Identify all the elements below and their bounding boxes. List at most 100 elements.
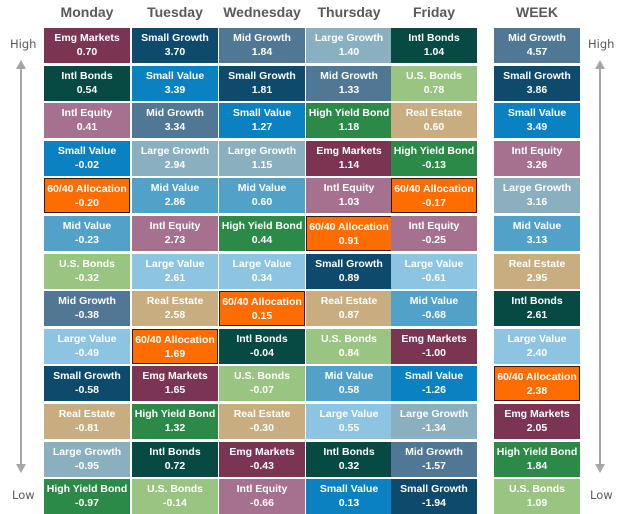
asset-class-name: Mid Growth [508,32,566,44]
asset-cell: Intl Bonds 0.54 [44,66,130,101]
asset-class-name: Mid Growth [233,32,291,44]
asset-class-name: Small Value [404,370,464,382]
return-value: 2.05 [526,422,548,434]
asset-class-name: Intl Bonds [511,295,563,307]
asset-class-name: Large Value [232,258,292,270]
return-value: 1.27 [251,121,273,133]
return-value: 1.84 [251,46,273,58]
return-value: 2.38 [526,385,548,397]
asset-class-name: 60/40 Allocation [497,371,577,383]
left-up-arrow-icon [16,60,26,69]
asset-class-name: Large Growth [314,32,384,44]
asset-cell: Real Estate 0.60 [391,103,477,138]
asset-cell: Emg Markets 1.14 [306,141,392,176]
return-value: 2.61 [526,309,548,321]
asset-class-name: Large Growth [140,145,210,157]
return-value: 1.84 [526,460,548,472]
asset-class-name: Mid Growth [320,70,378,82]
asset-class-name: Large Growth [227,145,297,157]
asset-cell: Small Value 0.13 [306,479,392,514]
asset-cell: Small Growth 3.70 [132,28,218,63]
asset-class-name: Large Value [145,258,205,270]
asset-cell: Small Value -1.26 [391,366,477,401]
asset-cell: Mid Growth 4.57 [494,28,580,63]
return-value: -1.94 [422,497,446,509]
right-up-arrow-icon [595,60,605,69]
asset-class-name: U.S. Bonds [320,333,377,345]
asset-class-name: 60/40 Allocation [222,296,302,308]
asset-cell: High Yield Bond 0.44 [219,216,305,251]
return-value: 0.87 [338,309,360,321]
return-value: 2.73 [164,234,186,246]
asset-cell: Emg Markets -1.00 [391,329,477,364]
asset-cell: Mid Value 2.86 [132,178,218,213]
asset-cell: 60/40 Allocation 2.38 [494,366,580,401]
asset-class-name: Large Growth [502,182,572,194]
asset-cell: Real Estate 2.58 [132,291,218,326]
asset-class-name: U.S. Bonds [508,483,565,495]
asset-cell: Large Value 0.55 [306,404,392,439]
return-value: -1.34 [422,422,446,434]
return-value: 0.89 [338,272,360,284]
asset-cell: Real Estate 2.95 [494,254,580,289]
asset-class-name: Small Growth [228,70,296,82]
return-value: 0.60 [251,196,273,208]
asset-class-name: Mid Growth [58,295,116,307]
column-header: Wednesday [223,4,301,20]
asset-class-name: Small Value [57,145,117,157]
return-value: 3.39 [164,84,186,96]
asset-cell: High Yield Bond -0.97 [44,479,130,514]
asset-class-name: Mid Growth [146,107,204,119]
return-value: 2.58 [164,309,186,321]
asset-cell: Mid Value -0.23 [44,216,130,251]
asset-cell: Large Growth 1.15 [219,141,305,176]
return-value: 0.32 [338,460,360,472]
asset-cell: Large Growth -1.34 [391,404,477,439]
asset-cell: Mid Growth -0.38 [44,291,130,326]
asset-cell: Large Value -0.61 [391,254,477,289]
asset-class-name: Mid Value [409,295,459,307]
asset-cell: Emg Markets 0.70 [44,28,130,63]
asset-class-name: Intl Bonds [61,70,113,82]
return-value: 1.65 [164,384,186,396]
return-value: 3.13 [526,234,548,246]
low-label-left: Low [12,488,35,502]
return-value: 0.78 [423,84,445,96]
return-value: -0.17 [422,197,446,209]
return-value: 0.72 [164,460,186,472]
asset-cell: Small Value 3.39 [132,66,218,101]
right-down-arrow-icon [595,464,605,473]
asset-cell: Small Value -0.02 [44,141,130,176]
asset-cell: 60/40 Allocation 0.91 [306,216,392,251]
return-value: 1.40 [338,46,360,58]
asset-class-name: Intl Equity [323,182,375,194]
asset-class-name: 60/40 Allocation [394,183,474,195]
column-header: Monday [60,4,114,20]
asset-cell: Intl Equity -0.66 [219,479,305,514]
asset-class-name: Mid Value [512,220,562,232]
return-value: 1.09 [526,497,548,509]
asset-cell: U.S. Bonds -0.07 [219,366,305,401]
return-value: -0.20 [75,197,99,209]
asset-class-name: Small Growth [141,32,209,44]
return-value: 2.95 [526,272,548,284]
high-label-right: High [588,37,615,51]
asset-class-name: Real Estate [233,408,291,420]
asset-class-name: Small Value [145,70,205,82]
return-value: -0.32 [75,272,99,284]
asset-cell: U.S. Bonds 1.09 [494,479,580,514]
asset-class-name: Large Value [404,258,464,270]
return-value: 0.70 [76,46,98,58]
asset-cell: High Yield Bond -0.13 [391,141,477,176]
asset-cell: Small Growth 1.81 [219,66,305,101]
asset-cell: Emg Markets -0.43 [219,442,305,477]
asset-class-name: U.S. Bonds [146,483,203,495]
return-value: 0.55 [338,422,360,434]
asset-class-name: Small Growth [53,370,121,382]
asset-cell: Mid Growth -1.57 [391,442,477,477]
asset-cell: Intl Bonds 0.32 [306,442,392,477]
asset-class-name: Emg Markets [504,408,570,420]
asset-cell: Mid Growth 1.84 [219,28,305,63]
asset-cell: Intl Bonds 2.61 [494,291,580,326]
asset-class-name: Real Estate [320,295,378,307]
